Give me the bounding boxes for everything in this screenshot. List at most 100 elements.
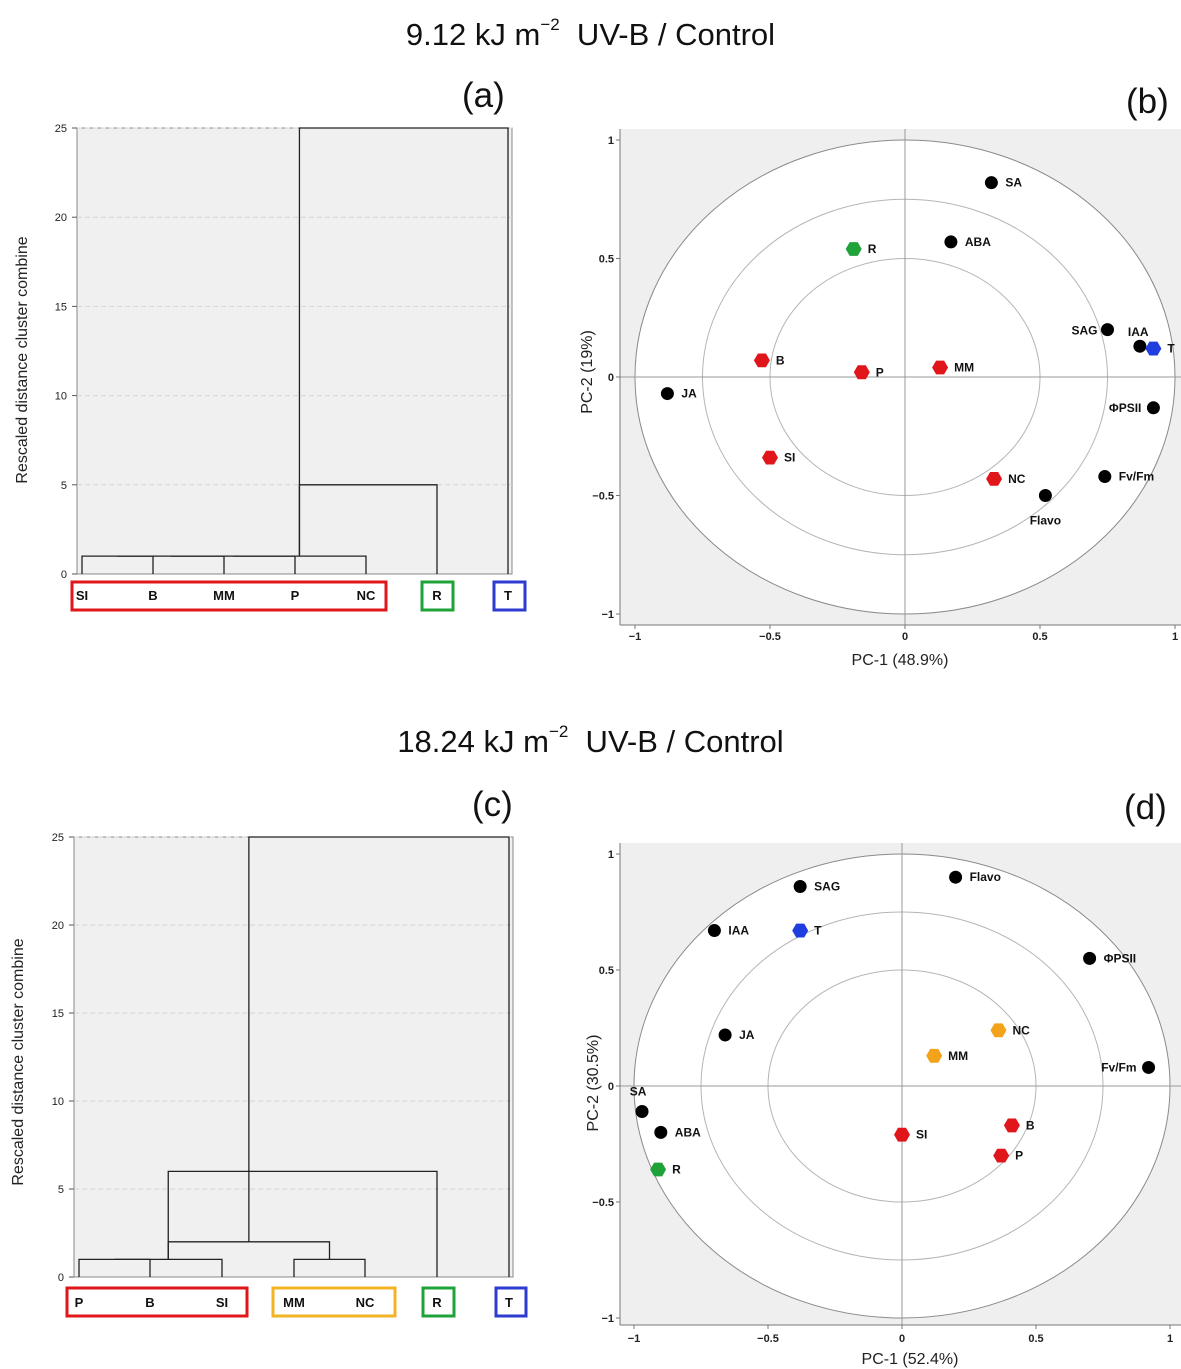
point-marker-si xyxy=(762,450,778,465)
point-marker-p xyxy=(993,1148,1010,1163)
dendrogram-link xyxy=(298,127,509,574)
point-marker-flavo xyxy=(1038,489,1052,502)
top-title-prefix: 9.12 kJ m xyxy=(405,17,541,52)
point-marker-nc xyxy=(986,472,1003,486)
leaf-label-t: T xyxy=(505,1295,513,1310)
point-label-b: B xyxy=(776,353,785,367)
point-marker-fv-fm xyxy=(1142,1060,1156,1074)
x-tick-label: 1 xyxy=(1167,1333,1173,1345)
point-label-aba: ABA xyxy=(675,1125,701,1139)
point-marker-sa xyxy=(635,1105,649,1119)
x-tick-label: 0 xyxy=(902,631,908,643)
x-tick-label: 1 xyxy=(1172,631,1178,643)
x-tick-label: 0.5 xyxy=(1028,1333,1043,1345)
y-tick-label: 0 xyxy=(58,1272,64,1284)
y-tick-label: 20 xyxy=(52,920,64,932)
point-label--psii: ΦPSII xyxy=(1104,951,1137,965)
point-label--psii: ΦPSII xyxy=(1109,401,1142,415)
bottom-title-suffix: UV-B / Control xyxy=(568,724,784,759)
point-label-mm: MM xyxy=(948,1049,968,1063)
point-label-b: B xyxy=(1026,1118,1035,1132)
y-tick-label: 0 xyxy=(608,1081,614,1093)
point-marker--psii xyxy=(1146,401,1160,415)
point-label-ja: JA xyxy=(681,387,697,401)
point-marker-r xyxy=(845,242,862,256)
cluster-group-box xyxy=(65,1286,249,1318)
leaf-label-r: R xyxy=(432,588,442,603)
y-tick-label: 0.5 xyxy=(599,965,614,977)
top-section-title: 9.12 kJ m−2 UV-B / Control xyxy=(0,15,1181,53)
x-tick-label: −0.5 xyxy=(759,631,781,643)
y-axis-title: PC-2 (30.5%) xyxy=(585,1035,602,1132)
point-marker-ja xyxy=(660,387,674,401)
point-marker-iaa xyxy=(707,924,721,938)
y-tick-label: 1 xyxy=(608,849,614,861)
cluster-group-box xyxy=(271,1286,397,1318)
cluster-group-box xyxy=(70,580,388,612)
point-marker-sag xyxy=(1101,323,1114,337)
dendrogram-plot-area xyxy=(76,127,513,575)
point-marker-t xyxy=(1145,341,1162,356)
point-label-flavo: Flavo xyxy=(970,870,1001,884)
y-tick-label: 0 xyxy=(608,372,614,384)
point-marker-sa xyxy=(984,176,998,190)
x-tick-label: −1 xyxy=(628,1333,641,1345)
point-label-iaa: IAA xyxy=(728,924,749,938)
x-tick-label: −0.5 xyxy=(757,1333,779,1345)
point-marker-flavo xyxy=(949,870,963,884)
dendrogram-link xyxy=(167,1170,438,1277)
y-tick-label: 10 xyxy=(55,391,67,403)
leaf-label-p: P xyxy=(291,588,300,603)
cluster-group-box xyxy=(492,580,527,612)
leaf-label-mm: MM xyxy=(213,588,235,603)
point-marker-mm xyxy=(932,360,949,375)
leaf-label-si: SI xyxy=(216,1295,228,1310)
point-marker-iaa xyxy=(1133,339,1147,353)
leaf-label-r: R xyxy=(432,1295,442,1310)
panel-label-b: (b) xyxy=(1126,82,1169,121)
point-label-fv-fm: Fv/Fm xyxy=(1101,1060,1136,1074)
x-axis-title: PC-1 (48.9%) xyxy=(852,652,949,669)
y-tick-label: −1 xyxy=(601,1313,614,1325)
point-marker-t xyxy=(792,923,809,938)
dendrogram-plot-area xyxy=(73,836,514,1278)
y-axis-title: Rescaled distance cluster combine xyxy=(10,938,27,1185)
leaf-label-t: T xyxy=(504,588,512,603)
dendrogram-link xyxy=(248,836,510,1277)
x-tick-label: 0 xyxy=(899,1333,905,1345)
leaf-label-si: SI xyxy=(76,588,88,603)
point-marker-sag xyxy=(793,879,807,893)
dendrogram-link xyxy=(232,555,367,574)
y-tick-label: −0.5 xyxy=(592,491,614,503)
point-marker--psii xyxy=(1083,951,1097,965)
point-label-r: R xyxy=(868,242,877,256)
y-tick-label: 15 xyxy=(52,1008,64,1020)
point-marker-r xyxy=(650,1162,667,1177)
point-label-t: T xyxy=(814,924,822,938)
bottom-title-exponent: −2 xyxy=(548,721,569,741)
leaf-label-nc: NC xyxy=(356,1295,375,1310)
bottom-title-prefix: 18.24 kJ m xyxy=(397,724,549,759)
cluster-group-box xyxy=(420,580,455,612)
y-tick-label: 25 xyxy=(55,123,67,135)
point-label-ja: JA xyxy=(739,1028,755,1042)
top-title-suffix: UV-B / Control xyxy=(559,17,776,52)
point-marker-aba xyxy=(654,1125,668,1139)
point-label-fv-fm: Fv/Fm xyxy=(1119,470,1154,484)
y-tick-label: 25 xyxy=(52,832,64,844)
leaf-label-mm: MM xyxy=(283,1295,305,1310)
leaf-label-b: B xyxy=(148,588,157,603)
y-tick-label: 15 xyxy=(55,301,67,313)
point-label-si: SI xyxy=(916,1128,927,1142)
point-label-sa: SA xyxy=(1005,176,1022,190)
cluster-group-box xyxy=(494,1286,528,1318)
point-label-sag: SAG xyxy=(1071,324,1097,338)
point-marker-aba xyxy=(944,235,958,249)
point-marker-p xyxy=(853,365,870,380)
y-tick-label: 0 xyxy=(61,569,67,581)
point-label-flavo: Flavo xyxy=(1030,514,1061,528)
y-tick-label: 5 xyxy=(58,1184,64,1196)
y-tick-label: 10 xyxy=(52,1096,64,1108)
leaf-label-b: B xyxy=(145,1295,154,1310)
